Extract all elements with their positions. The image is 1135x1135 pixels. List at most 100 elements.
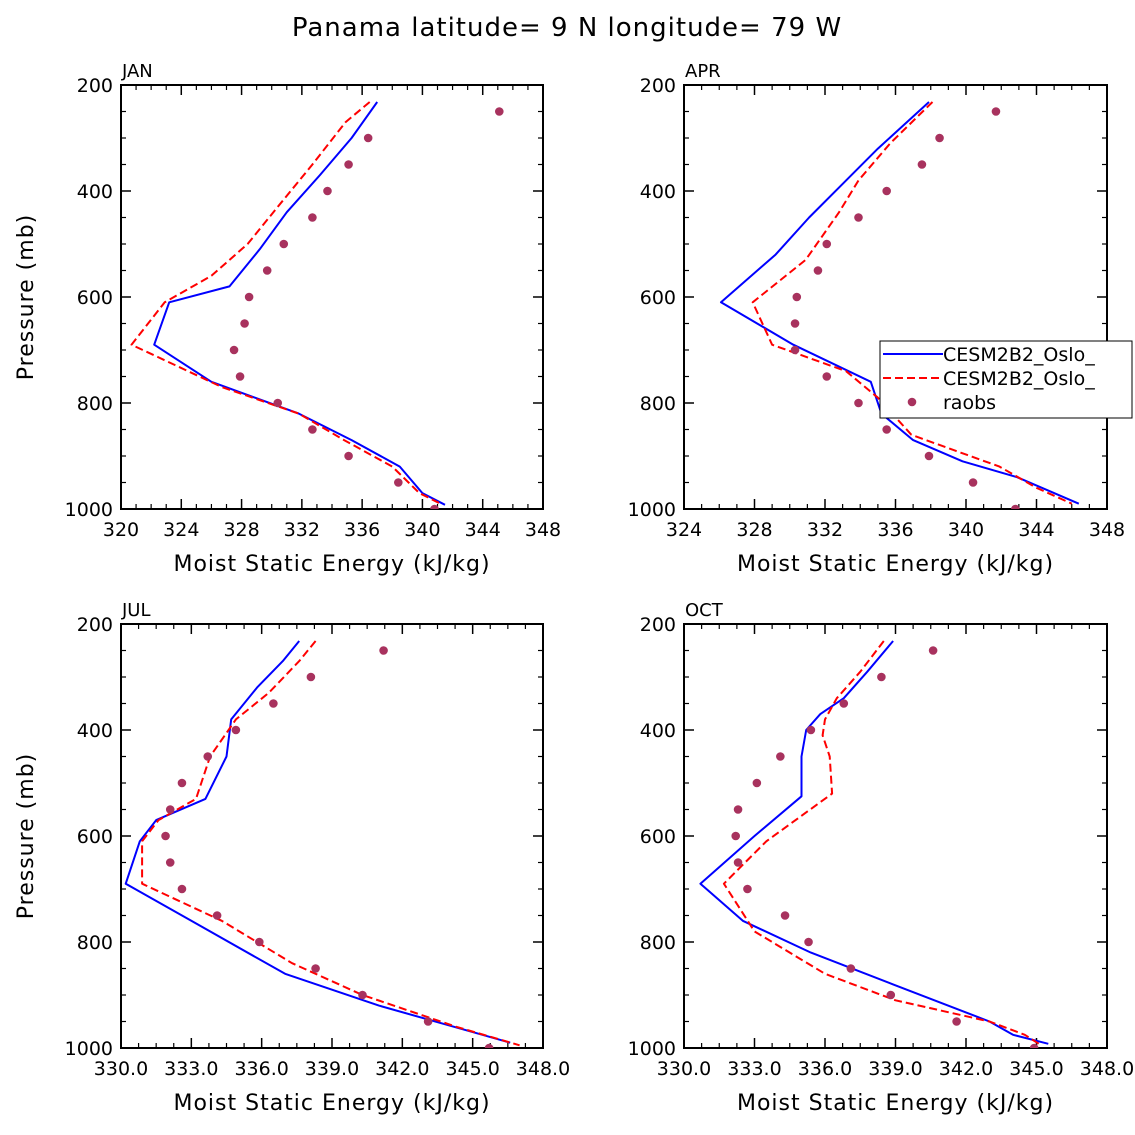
raobs-point bbox=[240, 319, 249, 328]
raobs-point bbox=[379, 646, 388, 655]
raobs-point bbox=[882, 425, 891, 434]
y-tick-label: 800 bbox=[77, 393, 113, 415]
x-tick-label: 342.0 bbox=[939, 1058, 993, 1080]
y-tick-label: 400 bbox=[640, 181, 676, 203]
y-tick-label: 1000 bbox=[628, 499, 676, 521]
raobs-point bbox=[813, 266, 823, 275]
x-tick-label: 324 bbox=[666, 519, 702, 541]
y-tick-label: 600 bbox=[640, 287, 676, 309]
x-tick-label: 333.0 bbox=[727, 1058, 781, 1080]
x-tick-label: 324 bbox=[163, 519, 199, 541]
x-axis-title: Moist Static Energy (kJ/kg) bbox=[737, 1091, 1054, 1116]
x-tick-label: 328 bbox=[736, 519, 772, 541]
x-tick-label: 339.0 bbox=[305, 1058, 359, 1080]
x-tick-label: 339.0 bbox=[868, 1058, 922, 1080]
raobs-point bbox=[968, 478, 978, 487]
y-axis-title: Pressure (mb) bbox=[14, 214, 39, 381]
raobs-point bbox=[790, 319, 800, 328]
raobs-point bbox=[790, 345, 800, 355]
raobs-point bbox=[886, 990, 896, 1000]
panel-apr: APR 324 328 332 336 340 344 348 200 400 600 800 1000… bbox=[628, 61, 1125, 577]
x-tick-label: 345.0 bbox=[1009, 1058, 1063, 1080]
y-tick-label: 600 bbox=[640, 826, 676, 848]
model-line-solid bbox=[153, 101, 446, 506]
raobs-point bbox=[344, 160, 353, 169]
raobs-point bbox=[177, 884, 187, 894]
raobs-point bbox=[161, 831, 170, 841]
plot-frame bbox=[683, 84, 1108, 510]
panel-label: OCT bbox=[685, 600, 724, 621]
raobs-point bbox=[269, 699, 278, 708]
x-tick-label: 344 bbox=[1018, 519, 1054, 541]
legend-marker bbox=[907, 397, 917, 407]
panel-jan: JAN 320 324 328 332 336 340 344 348 200 400 600 800 1… bbox=[14, 61, 561, 577]
raobs-point bbox=[1011, 504, 1020, 509]
raobs-point bbox=[344, 451, 353, 461]
x-axis-title: Moist Static Energy (kJ/kg) bbox=[737, 552, 1054, 577]
y-tick-label: 200 bbox=[77, 614, 113, 636]
raobs-point bbox=[733, 805, 743, 814]
raobs-point bbox=[255, 937, 264, 947]
model-line-solid bbox=[124, 640, 511, 1044]
y-tick-label: 600 bbox=[77, 826, 113, 848]
legend-label: raobs bbox=[943, 392, 996, 414]
x-tick-label: 330.0 bbox=[94, 1058, 148, 1080]
plot-frame bbox=[120, 623, 544, 1049]
raobs-point bbox=[928, 646, 938, 655]
raobs-point bbox=[273, 398, 283, 408]
raobs-point bbox=[822, 372, 832, 381]
raobs-point bbox=[311, 964, 320, 973]
chart-title: Panama latitude= 9 N longitude= 79 W bbox=[292, 13, 842, 43]
x-tick-label: 320 bbox=[103, 519, 139, 541]
panel-label: JAN bbox=[121, 61, 153, 82]
raobs-point bbox=[935, 133, 944, 143]
raobs-point bbox=[854, 398, 863, 408]
x-axis-title: Moist Static Energy (kJ/kg) bbox=[173, 1091, 490, 1116]
raobs-point bbox=[952, 1017, 961, 1026]
raobs-point bbox=[306, 672, 316, 682]
raobs-point bbox=[806, 725, 816, 735]
y-tick-label: 600 bbox=[77, 287, 113, 309]
panel-label: APR bbox=[685, 61, 721, 82]
model-line-solid bbox=[699, 640, 1049, 1045]
y-tick-label: 200 bbox=[640, 75, 676, 97]
raobs-point bbox=[917, 160, 927, 169]
raobs-point bbox=[203, 752, 213, 761]
raobs-point bbox=[882, 186, 891, 196]
raobs-point bbox=[235, 372, 245, 381]
x-tick-label: 348 bbox=[525, 519, 561, 541]
legend-label: CESM2B2_Oslo_ bbox=[943, 344, 1095, 366]
raobs-point bbox=[854, 213, 863, 222]
y-tick-label: 400 bbox=[77, 720, 113, 742]
y-tick-label: 800 bbox=[640, 393, 676, 415]
x-tick-label: 330.0 bbox=[657, 1058, 711, 1080]
raobs-point bbox=[1029, 1043, 1039, 1048]
legend-label: CESM2B2_Oslo_ bbox=[943, 368, 1095, 390]
raobs-point bbox=[229, 345, 239, 355]
panel-jul: JUL 330.0 333.0 336.0 339.0 342.0 345.0 348.0 20… bbox=[14, 600, 570, 1116]
plot-frame bbox=[120, 84, 544, 510]
raobs-point bbox=[752, 778, 762, 788]
raobs-point bbox=[430, 504, 439, 509]
raobs-point bbox=[323, 186, 332, 196]
raobs-point bbox=[423, 1017, 433, 1026]
model-line-dashed bbox=[751, 101, 1073, 505]
y-tick-label: 200 bbox=[640, 614, 676, 636]
raobs-point bbox=[165, 805, 175, 814]
x-axis-title: Moist Static Energy (kJ/kg) bbox=[173, 552, 490, 577]
series-group bbox=[124, 640, 520, 1048]
x-tick-label: 328 bbox=[223, 519, 259, 541]
x-tick-label: 340 bbox=[404, 519, 440, 541]
model-line-dashed bbox=[130, 101, 441, 505]
series-group bbox=[699, 640, 1049, 1048]
raobs-point bbox=[494, 107, 504, 116]
x-tick-label: 345.0 bbox=[445, 1058, 499, 1080]
raobs-point bbox=[484, 1043, 494, 1048]
y-tick-label: 800 bbox=[640, 932, 676, 954]
raobs-point bbox=[358, 990, 367, 1000]
x-tick-label: 332 bbox=[807, 519, 843, 541]
x-tick-label: 332 bbox=[284, 519, 320, 541]
raobs-point bbox=[262, 266, 272, 275]
x-tick-label: 340 bbox=[948, 519, 984, 541]
